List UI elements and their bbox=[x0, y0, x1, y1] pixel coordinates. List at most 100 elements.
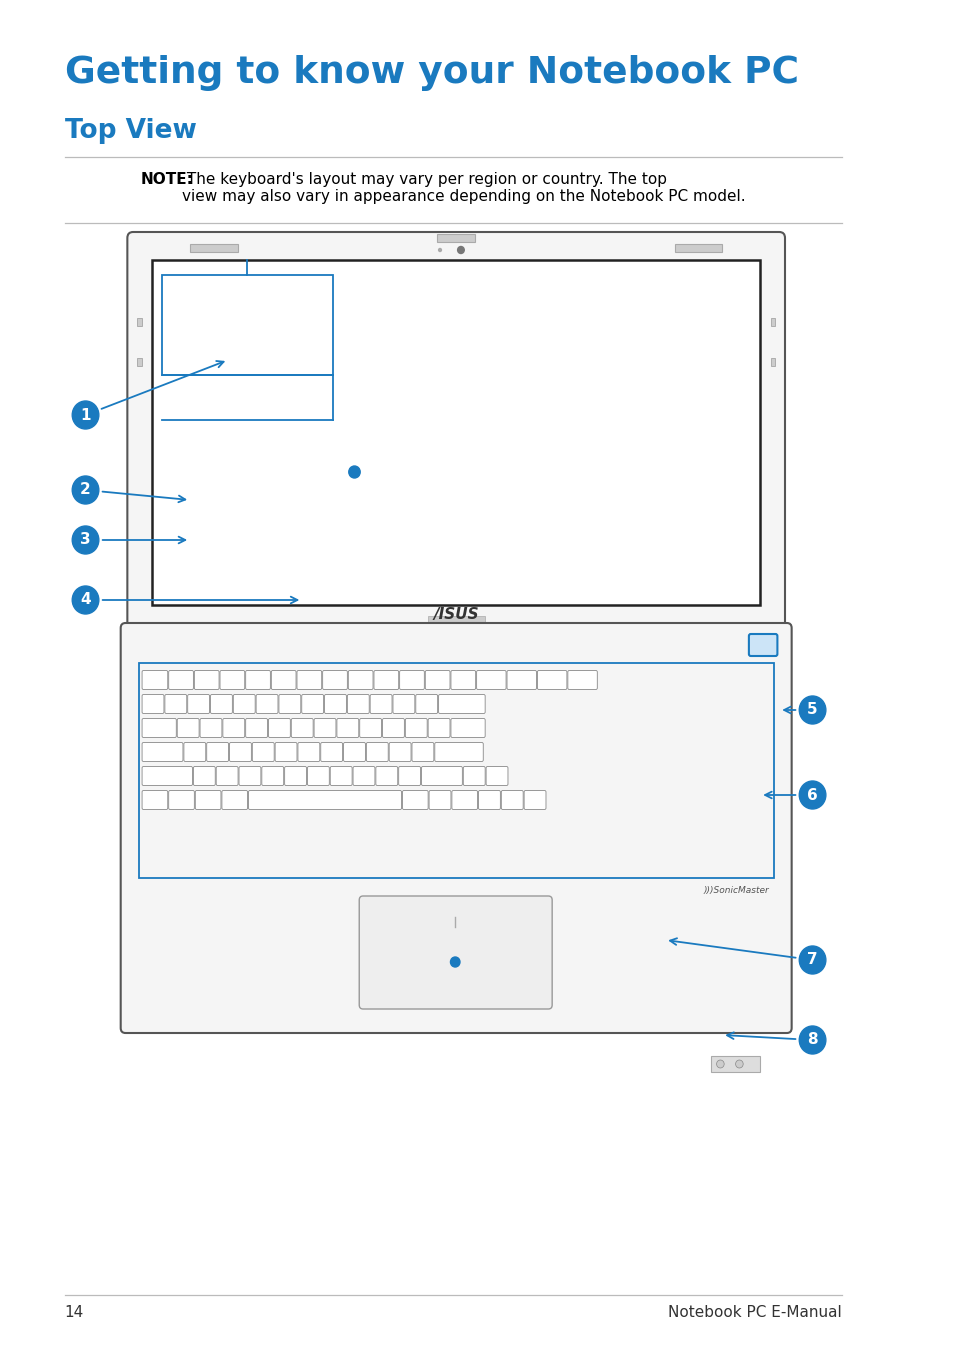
Text: 6: 6 bbox=[806, 788, 817, 803]
FancyBboxPatch shape bbox=[307, 767, 329, 785]
FancyBboxPatch shape bbox=[451, 718, 485, 737]
Text: 5: 5 bbox=[806, 702, 817, 717]
FancyBboxPatch shape bbox=[255, 694, 277, 713]
FancyBboxPatch shape bbox=[188, 694, 210, 713]
Bar bbox=[136, 358, 141, 366]
FancyBboxPatch shape bbox=[165, 694, 187, 713]
FancyBboxPatch shape bbox=[314, 718, 335, 737]
Bar bbox=[770, 358, 775, 366]
FancyBboxPatch shape bbox=[274, 742, 296, 761]
FancyBboxPatch shape bbox=[278, 694, 300, 713]
FancyBboxPatch shape bbox=[301, 694, 323, 713]
Bar bbox=[152, 260, 760, 605]
FancyBboxPatch shape bbox=[296, 671, 321, 690]
FancyBboxPatch shape bbox=[402, 791, 428, 810]
Bar bbox=[729, 629, 756, 658]
FancyBboxPatch shape bbox=[370, 694, 392, 713]
FancyBboxPatch shape bbox=[399, 671, 424, 690]
FancyBboxPatch shape bbox=[412, 742, 434, 761]
Circle shape bbox=[349, 465, 360, 477]
Circle shape bbox=[457, 246, 464, 253]
Text: )))SonicMaster: )))SonicMaster bbox=[703, 885, 769, 894]
FancyBboxPatch shape bbox=[322, 671, 347, 690]
Bar bbox=[770, 317, 775, 325]
FancyBboxPatch shape bbox=[486, 767, 507, 785]
FancyBboxPatch shape bbox=[142, 718, 176, 737]
FancyBboxPatch shape bbox=[748, 633, 777, 656]
Bar bbox=[190, 243, 237, 252]
FancyBboxPatch shape bbox=[246, 718, 267, 737]
Circle shape bbox=[72, 401, 99, 429]
Circle shape bbox=[799, 946, 825, 974]
FancyBboxPatch shape bbox=[438, 694, 485, 713]
FancyBboxPatch shape bbox=[200, 718, 222, 737]
FancyBboxPatch shape bbox=[193, 767, 215, 785]
Bar bbox=[436, 234, 475, 242]
FancyBboxPatch shape bbox=[389, 742, 411, 761]
FancyBboxPatch shape bbox=[359, 896, 552, 1009]
FancyBboxPatch shape bbox=[223, 718, 245, 737]
Bar bbox=[138, 663, 773, 878]
FancyBboxPatch shape bbox=[374, 671, 398, 690]
FancyBboxPatch shape bbox=[398, 767, 420, 785]
FancyBboxPatch shape bbox=[169, 791, 194, 810]
FancyBboxPatch shape bbox=[297, 742, 319, 761]
Text: NOTE:: NOTE: bbox=[140, 172, 193, 187]
Text: Top View: Top View bbox=[65, 118, 196, 144]
Text: /ISUS: /ISUS bbox=[433, 607, 478, 621]
Text: 4: 4 bbox=[80, 593, 91, 608]
Text: The keyboard's layout may vary per region or country. The top
view may also vary: The keyboard's layout may vary per regio… bbox=[182, 172, 745, 204]
FancyBboxPatch shape bbox=[195, 791, 221, 810]
FancyBboxPatch shape bbox=[233, 694, 254, 713]
FancyBboxPatch shape bbox=[284, 767, 306, 785]
Circle shape bbox=[716, 1060, 723, 1068]
FancyBboxPatch shape bbox=[348, 671, 373, 690]
FancyBboxPatch shape bbox=[142, 767, 193, 785]
FancyBboxPatch shape bbox=[142, 671, 168, 690]
FancyBboxPatch shape bbox=[478, 791, 499, 810]
FancyBboxPatch shape bbox=[230, 742, 251, 761]
FancyBboxPatch shape bbox=[393, 694, 415, 713]
Circle shape bbox=[438, 249, 441, 252]
Bar bbox=[427, 616, 484, 621]
FancyBboxPatch shape bbox=[452, 791, 477, 810]
FancyBboxPatch shape bbox=[429, 791, 451, 810]
Text: Notebook PC E-Manual: Notebook PC E-Manual bbox=[667, 1305, 841, 1319]
FancyBboxPatch shape bbox=[375, 767, 397, 785]
FancyBboxPatch shape bbox=[353, 767, 375, 785]
FancyBboxPatch shape bbox=[220, 671, 245, 690]
Circle shape bbox=[72, 476, 99, 504]
FancyBboxPatch shape bbox=[239, 767, 260, 785]
FancyBboxPatch shape bbox=[567, 671, 597, 690]
FancyBboxPatch shape bbox=[463, 767, 485, 785]
Bar bbox=[674, 243, 721, 252]
FancyBboxPatch shape bbox=[382, 718, 404, 737]
Circle shape bbox=[799, 781, 825, 808]
Text: 3: 3 bbox=[80, 533, 91, 547]
FancyBboxPatch shape bbox=[142, 694, 164, 713]
FancyBboxPatch shape bbox=[169, 671, 193, 690]
FancyBboxPatch shape bbox=[523, 791, 545, 810]
FancyBboxPatch shape bbox=[320, 742, 342, 761]
FancyBboxPatch shape bbox=[121, 623, 791, 1033]
FancyBboxPatch shape bbox=[451, 671, 476, 690]
Circle shape bbox=[799, 1026, 825, 1054]
FancyBboxPatch shape bbox=[347, 694, 369, 713]
FancyBboxPatch shape bbox=[261, 767, 283, 785]
FancyBboxPatch shape bbox=[435, 742, 483, 761]
FancyBboxPatch shape bbox=[184, 742, 206, 761]
Text: Getting to know your Notebook PC: Getting to know your Notebook PC bbox=[65, 55, 798, 91]
FancyBboxPatch shape bbox=[142, 791, 168, 810]
Circle shape bbox=[735, 1060, 742, 1068]
FancyBboxPatch shape bbox=[291, 718, 313, 737]
Bar bbox=[136, 317, 141, 325]
FancyBboxPatch shape bbox=[425, 671, 450, 690]
Text: 2: 2 bbox=[80, 483, 91, 498]
FancyBboxPatch shape bbox=[271, 671, 295, 690]
FancyBboxPatch shape bbox=[207, 742, 229, 761]
FancyBboxPatch shape bbox=[127, 231, 784, 633]
FancyBboxPatch shape bbox=[324, 694, 346, 713]
FancyBboxPatch shape bbox=[194, 671, 219, 690]
Text: 1: 1 bbox=[80, 408, 91, 422]
Text: 14: 14 bbox=[65, 1305, 84, 1319]
